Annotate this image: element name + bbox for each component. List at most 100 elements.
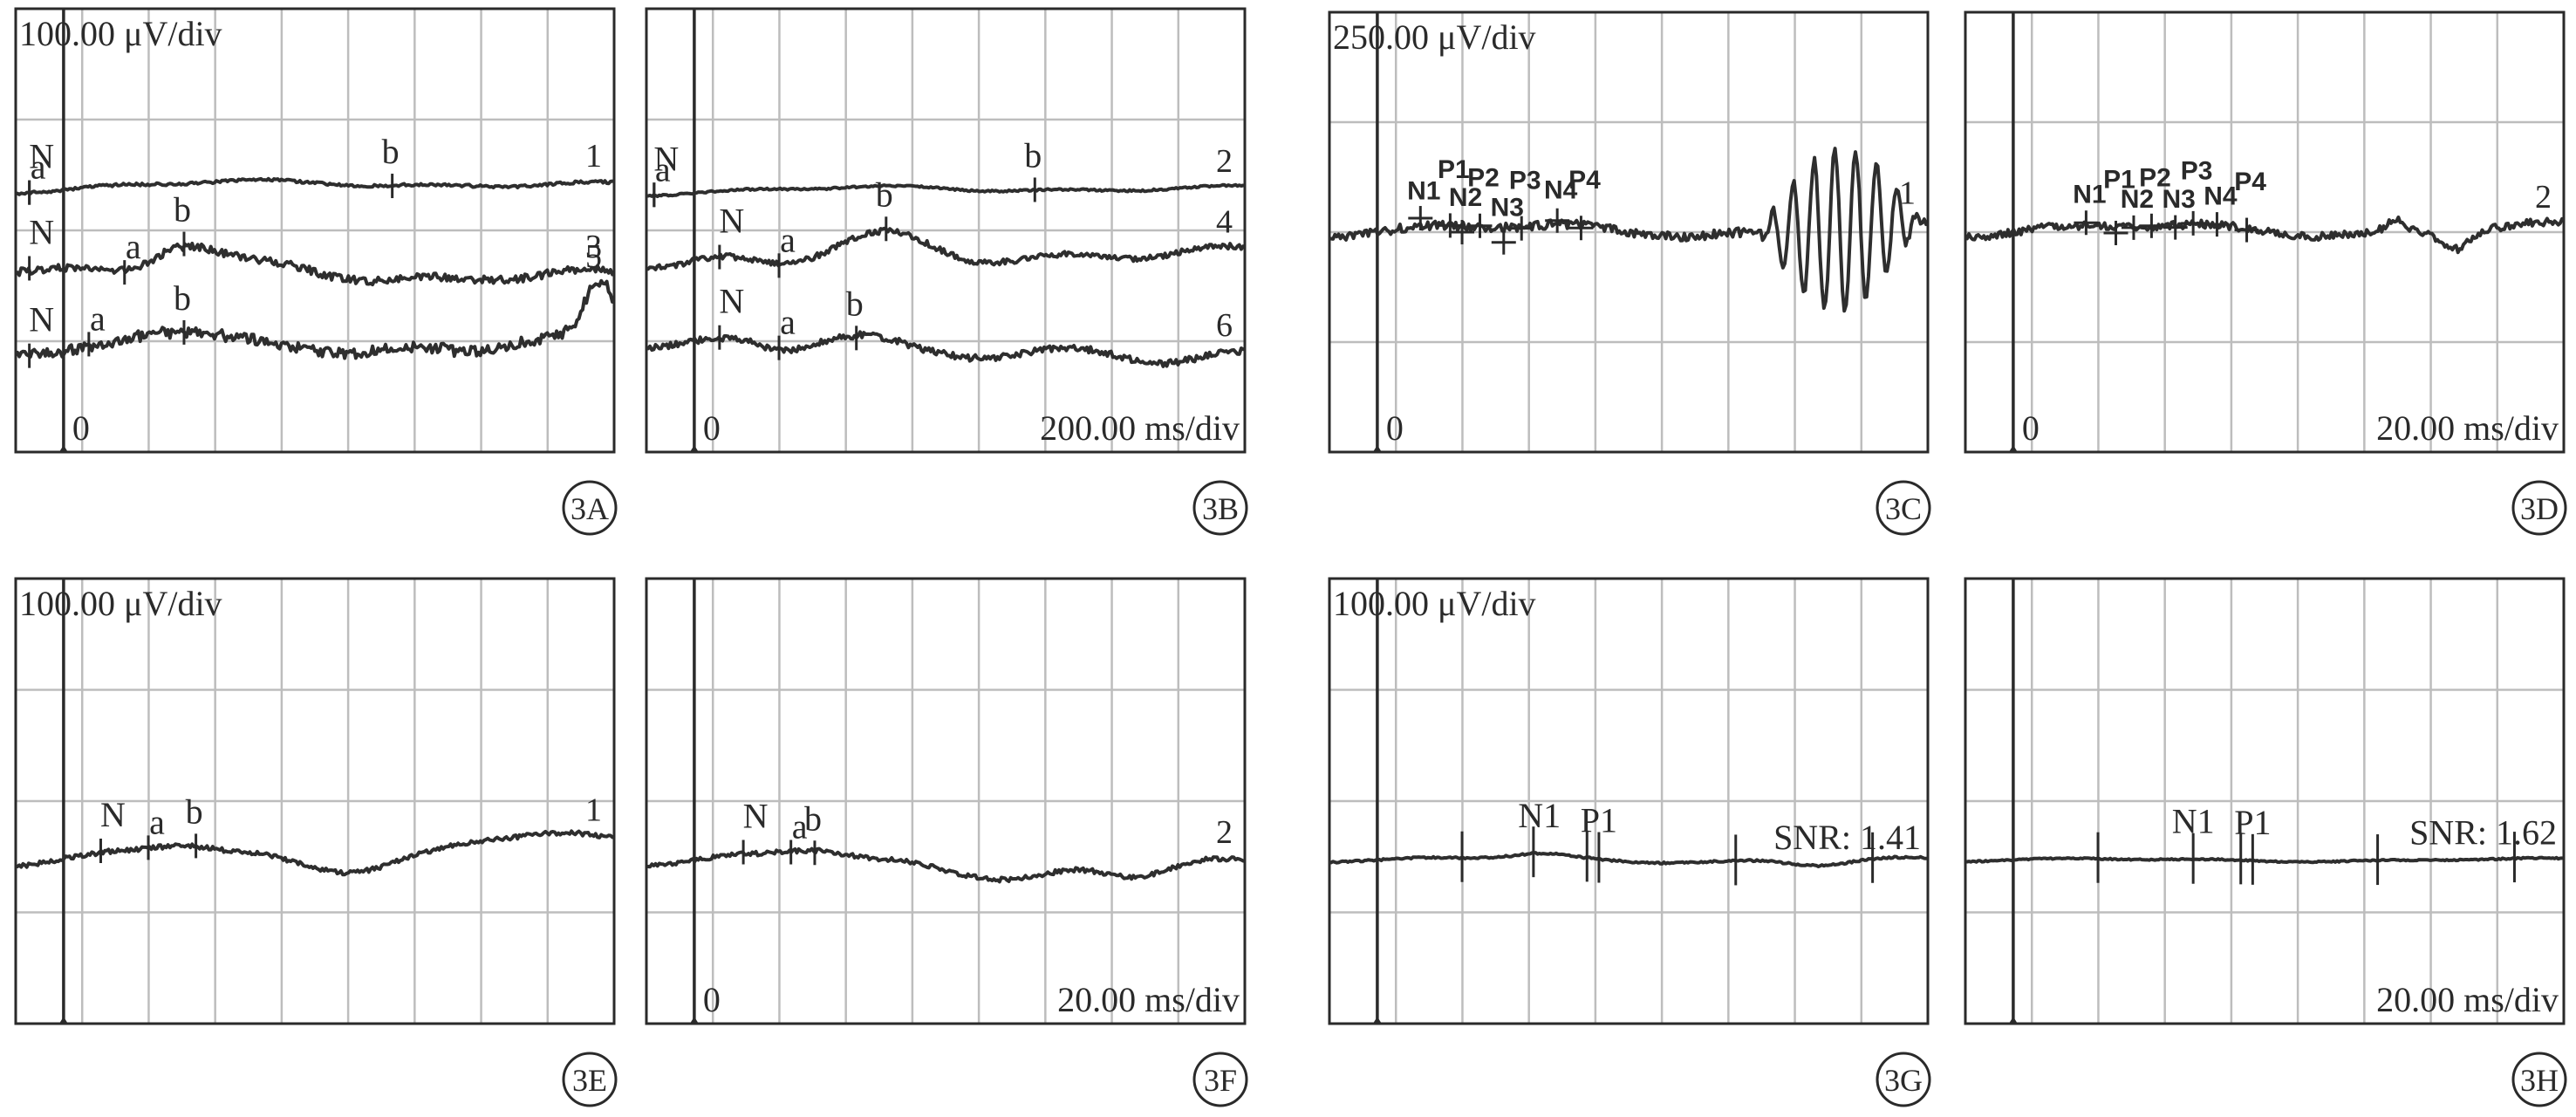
time-zero-label: 0 [703,408,721,448]
peak-label: N1 [1407,177,1440,206]
snr-value: SNR: 1.62 [2409,812,2557,852]
peak-label: N [743,797,769,836]
peak-label: N [653,139,679,178]
peak-label: P4 [1568,166,1601,195]
amplitude-scale-label: 100.00 μV/div [19,584,222,623]
trace-channel-label: 2 [2535,179,2552,216]
amplitude-scale-label: 100.00 μV/div [19,14,222,53]
panel-badge-label: 3F [1204,1063,1237,1098]
trace-3a-5 [16,278,614,360]
trace-3b-6 [646,330,1245,368]
peak-label: b [804,798,822,838]
time-zero-label: 0 [72,408,90,448]
peak-label: N [719,282,744,321]
trace-channel-label: 4 [1216,204,1233,241]
peak-label: N4 [2204,182,2238,210]
peak-label: b [174,190,191,230]
panel-frame [1964,10,2566,454]
peak-label: a [90,298,106,338]
panel-frame [1964,577,2566,1025]
peak-label: N3 [2163,185,2196,214]
panel-badge-label: 3E [572,1063,607,1098]
peak-label: P3 [2181,156,2213,185]
trace-channel-label: 2 [1216,143,1233,180]
panel-badge-label: 3B [1202,491,1239,526]
trace-3c-1 [1329,147,1928,313]
peak-label: b [174,278,191,318]
trace-3g-0 [1329,851,1928,868]
time-zero-label: 0 [703,980,721,1019]
stimulus-marker-icon [1372,445,1382,452]
peak-label: P1 [2234,803,2271,842]
stimulus-marker-icon [2008,1017,2018,1024]
panel-badge-label: 3G [1884,1063,1923,1098]
trace-channel-label: 1 [585,138,602,175]
time-scale-label: 20.00 ms/div [2376,408,2559,448]
time-scale-label: 20.00 ms/div [1057,980,1240,1019]
panel-badge-label: 3C [1885,491,1922,526]
peak-label: a [149,802,165,841]
peak-label: b [382,132,400,171]
trace-3a-3 [16,241,614,287]
peak-label: P1 [1438,155,1470,184]
peak-label: N1 [2073,181,2106,209]
peak-label: a [792,807,808,846]
peak-label: a [31,147,46,187]
time-scale-label: 20.00 ms/div [2376,980,2559,1019]
peak-label: P4 [2234,168,2266,196]
peak-label: P1 [2103,165,2135,194]
stimulus-marker-icon [2008,445,2018,452]
time-scale-label: 200.00 ms/div [1040,408,1240,448]
peak-label: N [29,300,54,339]
time-zero-label: 0 [1386,408,1404,448]
panel-badge [1876,1052,1931,1107]
peak-label: a [126,227,141,266]
panel-frame [1328,577,1930,1025]
panel-3e: 1 N a b 100.00 μV/div 3E [14,577,618,1107]
panel-badge [1192,1052,1248,1107]
trace-channel-label: 1 [1899,175,1916,212]
trace-3f-2 [646,846,1245,884]
panel-badge-label: 3H [2520,1063,2559,1098]
panel-badge [1876,480,1931,536]
snr-value: SNR: 1.41 [1773,818,1921,857]
peak-label: a [780,303,796,342]
trace-channel-label: 3 [585,229,602,265]
peak-label: N [100,795,126,834]
trace-channel-label: 5 [585,238,602,275]
trace-3d-2 [1965,215,2564,255]
peak-label: a [655,149,671,188]
panel-3b: 2 Na b 4 N a b 6 Na b 0 200.00 ms/div 3B [645,7,1248,536]
peak-label: N4 [1544,176,1578,205]
trace-3h-0 [1965,855,2564,865]
peak-label: N2 [1449,183,1482,212]
stimulus-marker-icon [689,445,699,452]
panel-3g: N1 P1 SNR: 1.41 100.00 μV/div 3G [1328,577,1931,1107]
panel-frame [14,7,616,454]
peak-label: b [1024,135,1042,175]
peak-label: b [876,175,893,214]
peak-label: b [186,791,203,831]
panel-frame [645,577,1247,1025]
trace-channel-label: 1 [585,792,602,829]
panel-badge [2511,480,2567,536]
stimulus-marker-icon [689,1017,699,1024]
peak-label: N2 [2121,185,2154,214]
peak-label: N [719,202,744,241]
trace-3b-4 [646,226,1245,271]
stimulus-marker-icon [58,1017,68,1024]
trace-3e-1 [16,829,614,877]
trace-3a-1 [16,176,614,196]
amplitude-scale-label: 250.00 μV/div [1333,17,1536,57]
panel-frame [14,577,616,1025]
time-zero-label: 0 [2022,408,2040,448]
stimulus-marker-icon [1372,1017,1382,1024]
panel-badge [562,1052,618,1107]
trace-channel-label: 2 [1216,814,1233,851]
stimulus-marker-icon [58,445,68,452]
panel-badge [2511,1052,2567,1107]
panel-3h: N1 P1 SNR: 1.62 20.00 ms/div 3H [1964,577,2567,1107]
